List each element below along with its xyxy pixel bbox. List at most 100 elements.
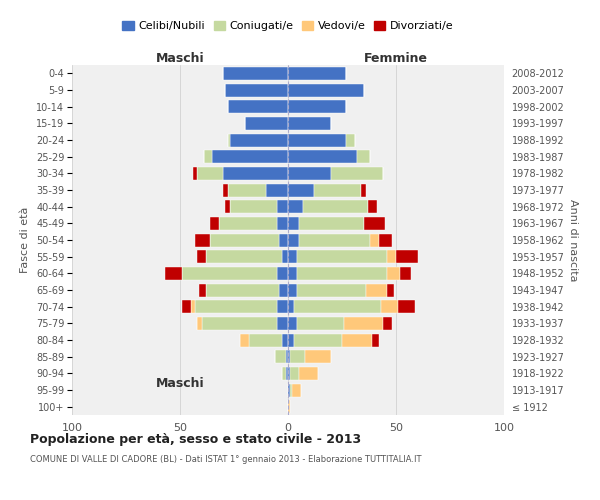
Bar — [266, 184, 288, 196]
Bar — [295, 300, 381, 313]
Bar — [314, 184, 361, 196]
Bar — [381, 300, 398, 313]
Y-axis label: Fasce di età: Fasce di età — [20, 207, 31, 273]
Bar — [303, 200, 368, 213]
Bar — [288, 134, 346, 146]
Bar — [383, 317, 392, 330]
Bar — [197, 167, 223, 180]
Bar — [277, 217, 288, 230]
Bar — [191, 300, 195, 313]
Bar — [288, 217, 299, 230]
Bar — [299, 234, 370, 246]
Y-axis label: Anni di nascita: Anni di nascita — [568, 198, 578, 281]
Bar — [288, 300, 295, 313]
Bar — [296, 317, 344, 330]
Bar — [280, 284, 288, 296]
Bar — [226, 200, 230, 213]
Bar — [290, 350, 305, 363]
Bar — [277, 267, 288, 280]
Bar — [288, 200, 303, 213]
Bar — [288, 67, 346, 80]
Bar — [299, 367, 318, 380]
Text: Maschi: Maschi — [155, 52, 205, 65]
Bar — [227, 100, 288, 113]
Bar — [206, 284, 280, 296]
Bar — [346, 134, 355, 146]
Bar — [241, 334, 249, 346]
Bar — [292, 384, 301, 396]
Bar — [210, 234, 280, 246]
Bar — [296, 284, 366, 296]
Bar — [368, 200, 377, 213]
Bar — [288, 400, 290, 413]
Bar — [277, 317, 288, 330]
Bar — [288, 167, 331, 180]
Bar — [288, 284, 296, 296]
Bar — [398, 300, 415, 313]
Bar — [288, 150, 357, 163]
Bar — [182, 267, 277, 280]
Bar — [296, 267, 388, 280]
Bar — [210, 217, 219, 230]
Bar — [366, 284, 388, 296]
Bar — [396, 250, 418, 263]
Bar — [290, 384, 292, 396]
Bar — [379, 234, 392, 246]
Bar — [286, 367, 288, 380]
Bar — [364, 217, 385, 230]
Bar — [299, 217, 364, 230]
Bar — [195, 234, 210, 246]
Bar — [296, 250, 388, 263]
Bar — [342, 334, 372, 346]
Bar — [182, 300, 191, 313]
Bar — [305, 350, 331, 363]
Bar — [219, 217, 277, 230]
Bar — [193, 167, 197, 180]
Bar — [280, 234, 288, 246]
Bar — [288, 117, 331, 130]
Text: Popolazione per età, sesso e stato civile - 2013: Popolazione per età, sesso e stato civil… — [30, 432, 361, 446]
Bar — [372, 334, 379, 346]
Bar — [223, 184, 227, 196]
Bar — [288, 100, 346, 113]
Bar — [227, 134, 230, 146]
Bar — [277, 300, 288, 313]
Bar — [357, 150, 370, 163]
Bar — [197, 317, 202, 330]
Bar — [388, 284, 394, 296]
Text: Femmine: Femmine — [364, 52, 428, 65]
Bar — [288, 234, 299, 246]
Bar — [288, 250, 296, 263]
Bar — [331, 167, 383, 180]
Bar — [275, 350, 286, 363]
Bar — [288, 267, 296, 280]
Bar — [288, 334, 295, 346]
Bar — [223, 67, 288, 80]
Text: Maschi: Maschi — [155, 376, 205, 390]
Bar — [344, 317, 383, 330]
Bar — [165, 267, 182, 280]
Bar — [223, 167, 288, 180]
Bar — [370, 234, 379, 246]
Bar — [230, 134, 288, 146]
Bar — [400, 267, 411, 280]
Bar — [226, 84, 288, 96]
Bar — [361, 184, 366, 196]
Text: COMUNE DI VALLE DI CADORE (BL) - Dati ISTAT 1° gennaio 2013 - Elaborazione TUTTI: COMUNE DI VALLE DI CADORE (BL) - Dati IS… — [30, 455, 421, 464]
Bar — [388, 250, 396, 263]
Bar — [281, 250, 288, 263]
Bar — [288, 350, 290, 363]
Bar — [288, 384, 290, 396]
Bar — [277, 200, 288, 213]
Bar — [388, 267, 400, 280]
Bar — [197, 250, 206, 263]
Bar — [202, 317, 277, 330]
Bar — [290, 367, 299, 380]
Bar — [288, 317, 296, 330]
Legend: Celibi/Nubili, Coniugati/e, Vedovi/e, Divorziati/e: Celibi/Nubili, Coniugati/e, Vedovi/e, Di… — [118, 16, 458, 36]
Bar — [227, 184, 266, 196]
Bar — [199, 284, 206, 296]
Bar — [195, 300, 277, 313]
Bar — [206, 250, 281, 263]
Bar — [204, 150, 212, 163]
